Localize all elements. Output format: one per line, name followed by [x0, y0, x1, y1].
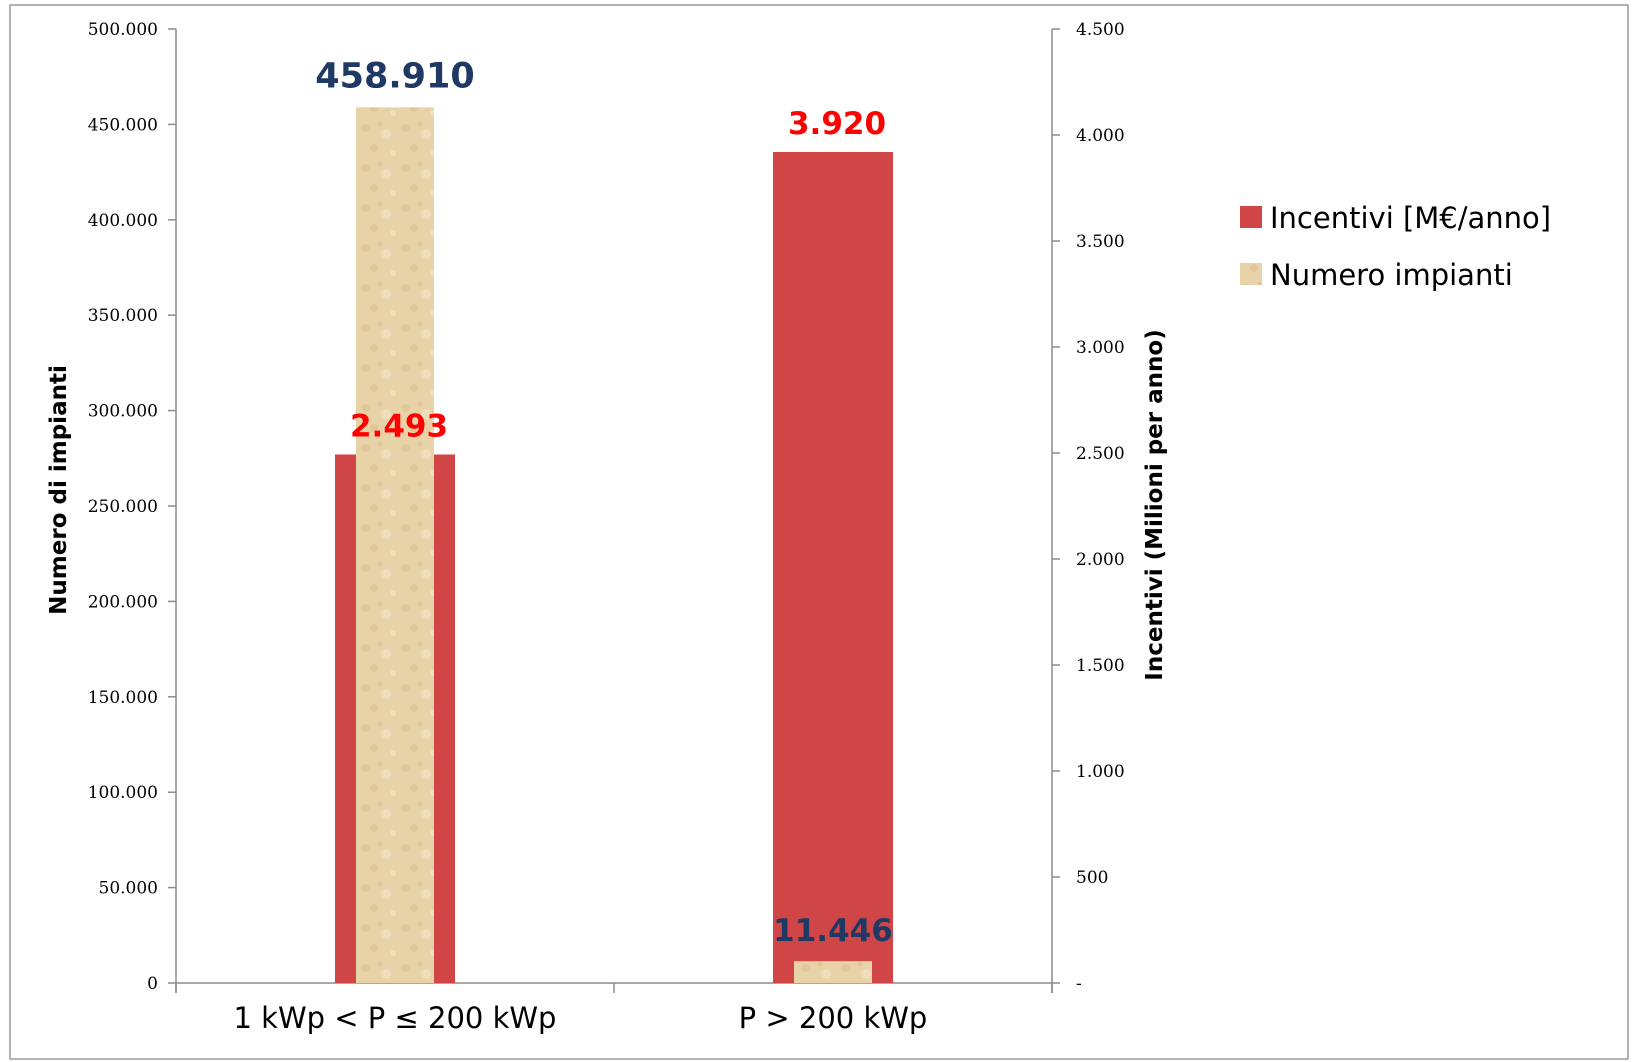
legend-label-incentivi: Incentivi [M€/anno] [1270, 201, 1551, 235]
bar-numero-impianti [794, 961, 872, 983]
y2-tick-label: 3.500 [1076, 232, 1125, 252]
y2-tick-label: 2.500 [1076, 444, 1125, 464]
y2-tick-label: 1.500 [1076, 656, 1125, 676]
y2-tick-label: 3.000 [1076, 338, 1125, 358]
data-label-incentivi: 2.493 [350, 408, 448, 444]
y2-tick-label: 4.000 [1076, 126, 1125, 146]
bar-incentivi [773, 151, 893, 983]
data-label-numero-impianti: 458.910 [315, 56, 474, 96]
y-axis-title: Numero di impianti [46, 365, 72, 615]
y-tick-label: 300.000 [88, 402, 158, 422]
x-tick-label: P > 200 kWp [739, 1001, 928, 1035]
y2-tick-label: 4.500 [1076, 20, 1125, 40]
bar-numero-impianti [356, 107, 434, 983]
y-tick-label: 100.000 [88, 783, 158, 803]
legend-swatch-incentivi [1240, 206, 1262, 228]
y-tick-label: 200.000 [88, 592, 158, 612]
data-label-incentivi: 3.920 [788, 106, 886, 142]
x-tick-label: 1 kWp < P ≤ 200 kWp [234, 1001, 557, 1035]
y-tick-label: 350.000 [88, 306, 158, 326]
y-tick-label: 450.000 [88, 115, 158, 135]
data-label-numero-impianti: 11.446 [773, 913, 893, 949]
y2-axis-title: Incentivi (Milioni per anno) [1142, 329, 1168, 680]
legend-label-numero-impianti: Numero impianti [1270, 258, 1513, 292]
plot-area: 0 50.000 100.000 150.000 200.000 250.000 300.0… [88, 20, 1551, 1035]
y-tick-label: 0 [147, 974, 158, 994]
y2-tick-label: 1.000 [1076, 762, 1125, 782]
y-tick-label: 150.000 [88, 688, 158, 708]
legend-swatch-numero-impianti [1240, 263, 1262, 285]
y-tick-label: 400.000 [88, 211, 158, 231]
y-tick-label: 50.000 [99, 879, 158, 899]
y2-tick-label: 2.000 [1076, 550, 1125, 570]
y2-tick-label: - [1076, 974, 1082, 994]
y-tick-label: 500.000 [88, 20, 158, 40]
y-tick-label: 250.000 [88, 497, 158, 517]
y2-tick-label: 500 [1076, 868, 1108, 888]
